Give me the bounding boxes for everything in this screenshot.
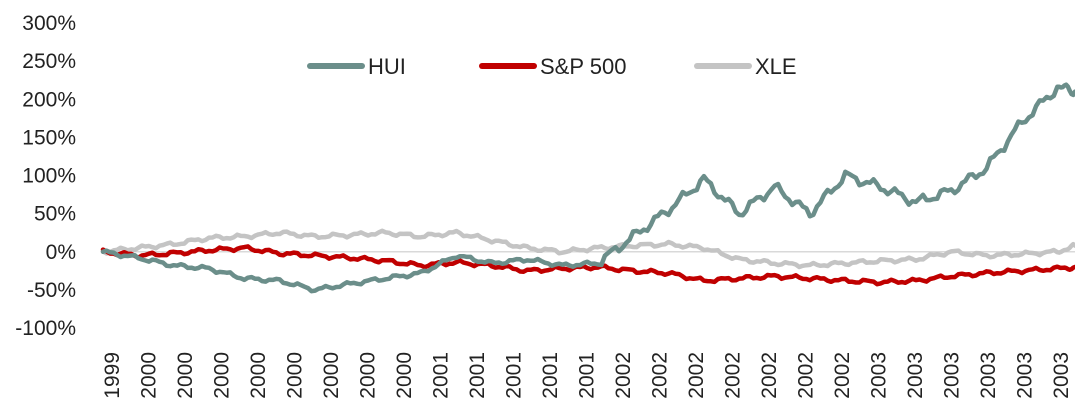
x-tick-label: 1999 — [101, 352, 124, 399]
x-tick-label: 2001 — [539, 352, 562, 399]
y-axis: -100% -50% 0% 50% 100% 150% 200% 250% 300% — [15, 12, 76, 340]
x-tick-label: 2000 — [393, 352, 416, 399]
legend-label: HUI — [368, 54, 406, 79]
x-tick-label: 2003 — [868, 352, 891, 399]
x-tick-label: 2000 — [174, 352, 197, 399]
y-tick-label: 300% — [22, 12, 76, 35]
x-tick-label: 2002 — [831, 352, 854, 399]
x-tick-label: 2000 — [284, 352, 307, 399]
y-tick-label: -100% — [15, 317, 76, 340]
series-line-s-p-500 — [100, 244, 1075, 287]
y-tick-label: -50% — [27, 279, 76, 302]
x-tick-label: 2000 — [138, 352, 161, 399]
x-tick-label: 2000 — [211, 352, 234, 399]
x-tick-label: 2002 — [649, 352, 672, 399]
x-tick-label: 2003 — [977, 352, 1000, 399]
y-tick-label: 50% — [34, 203, 76, 226]
y-tick-label: 0% — [46, 241, 76, 264]
x-tick-label: 2002 — [722, 352, 745, 399]
x-tick-label: 2002 — [685, 352, 708, 399]
x-tick-label: 2001 — [466, 352, 489, 399]
x-tick-label: 2002 — [795, 352, 818, 399]
legend-label: XLE — [755, 54, 797, 79]
y-tick-label: 150% — [22, 126, 76, 149]
x-tick-label: 2002 — [758, 352, 781, 399]
y-tick-label: 100% — [22, 165, 76, 188]
series-line-hui — [100, 82, 1075, 294]
y-tick-label: 200% — [22, 88, 76, 111]
x-tick-label: 2001 — [503, 352, 526, 399]
series-group — [100, 82, 1075, 294]
x-tick-label: 2000 — [247, 352, 270, 399]
x-tick-label: 2003 — [941, 352, 964, 399]
x-tick-label: 2000 — [357, 352, 380, 399]
x-tick-label: 2003 — [1014, 352, 1037, 399]
legend: HUI S&P 500 XLE — [307, 54, 797, 79]
series-line-xle — [100, 228, 1075, 270]
x-tick-label: 2003 — [904, 352, 927, 399]
legend-label: S&P 500 — [540, 54, 626, 79]
x-tick-label: 2001 — [576, 352, 599, 399]
x-tick-label: 2003 — [1050, 352, 1073, 399]
x-tick-label: 2001 — [430, 352, 453, 399]
x-tick-label: 2000 — [320, 352, 343, 399]
x-tick-label: 2002 — [612, 352, 635, 399]
y-tick-label: 250% — [22, 50, 76, 73]
x-axis: 1999 2000 2000 2000 2000 2000 2000 2000 2000 2001… — [101, 352, 1073, 399]
